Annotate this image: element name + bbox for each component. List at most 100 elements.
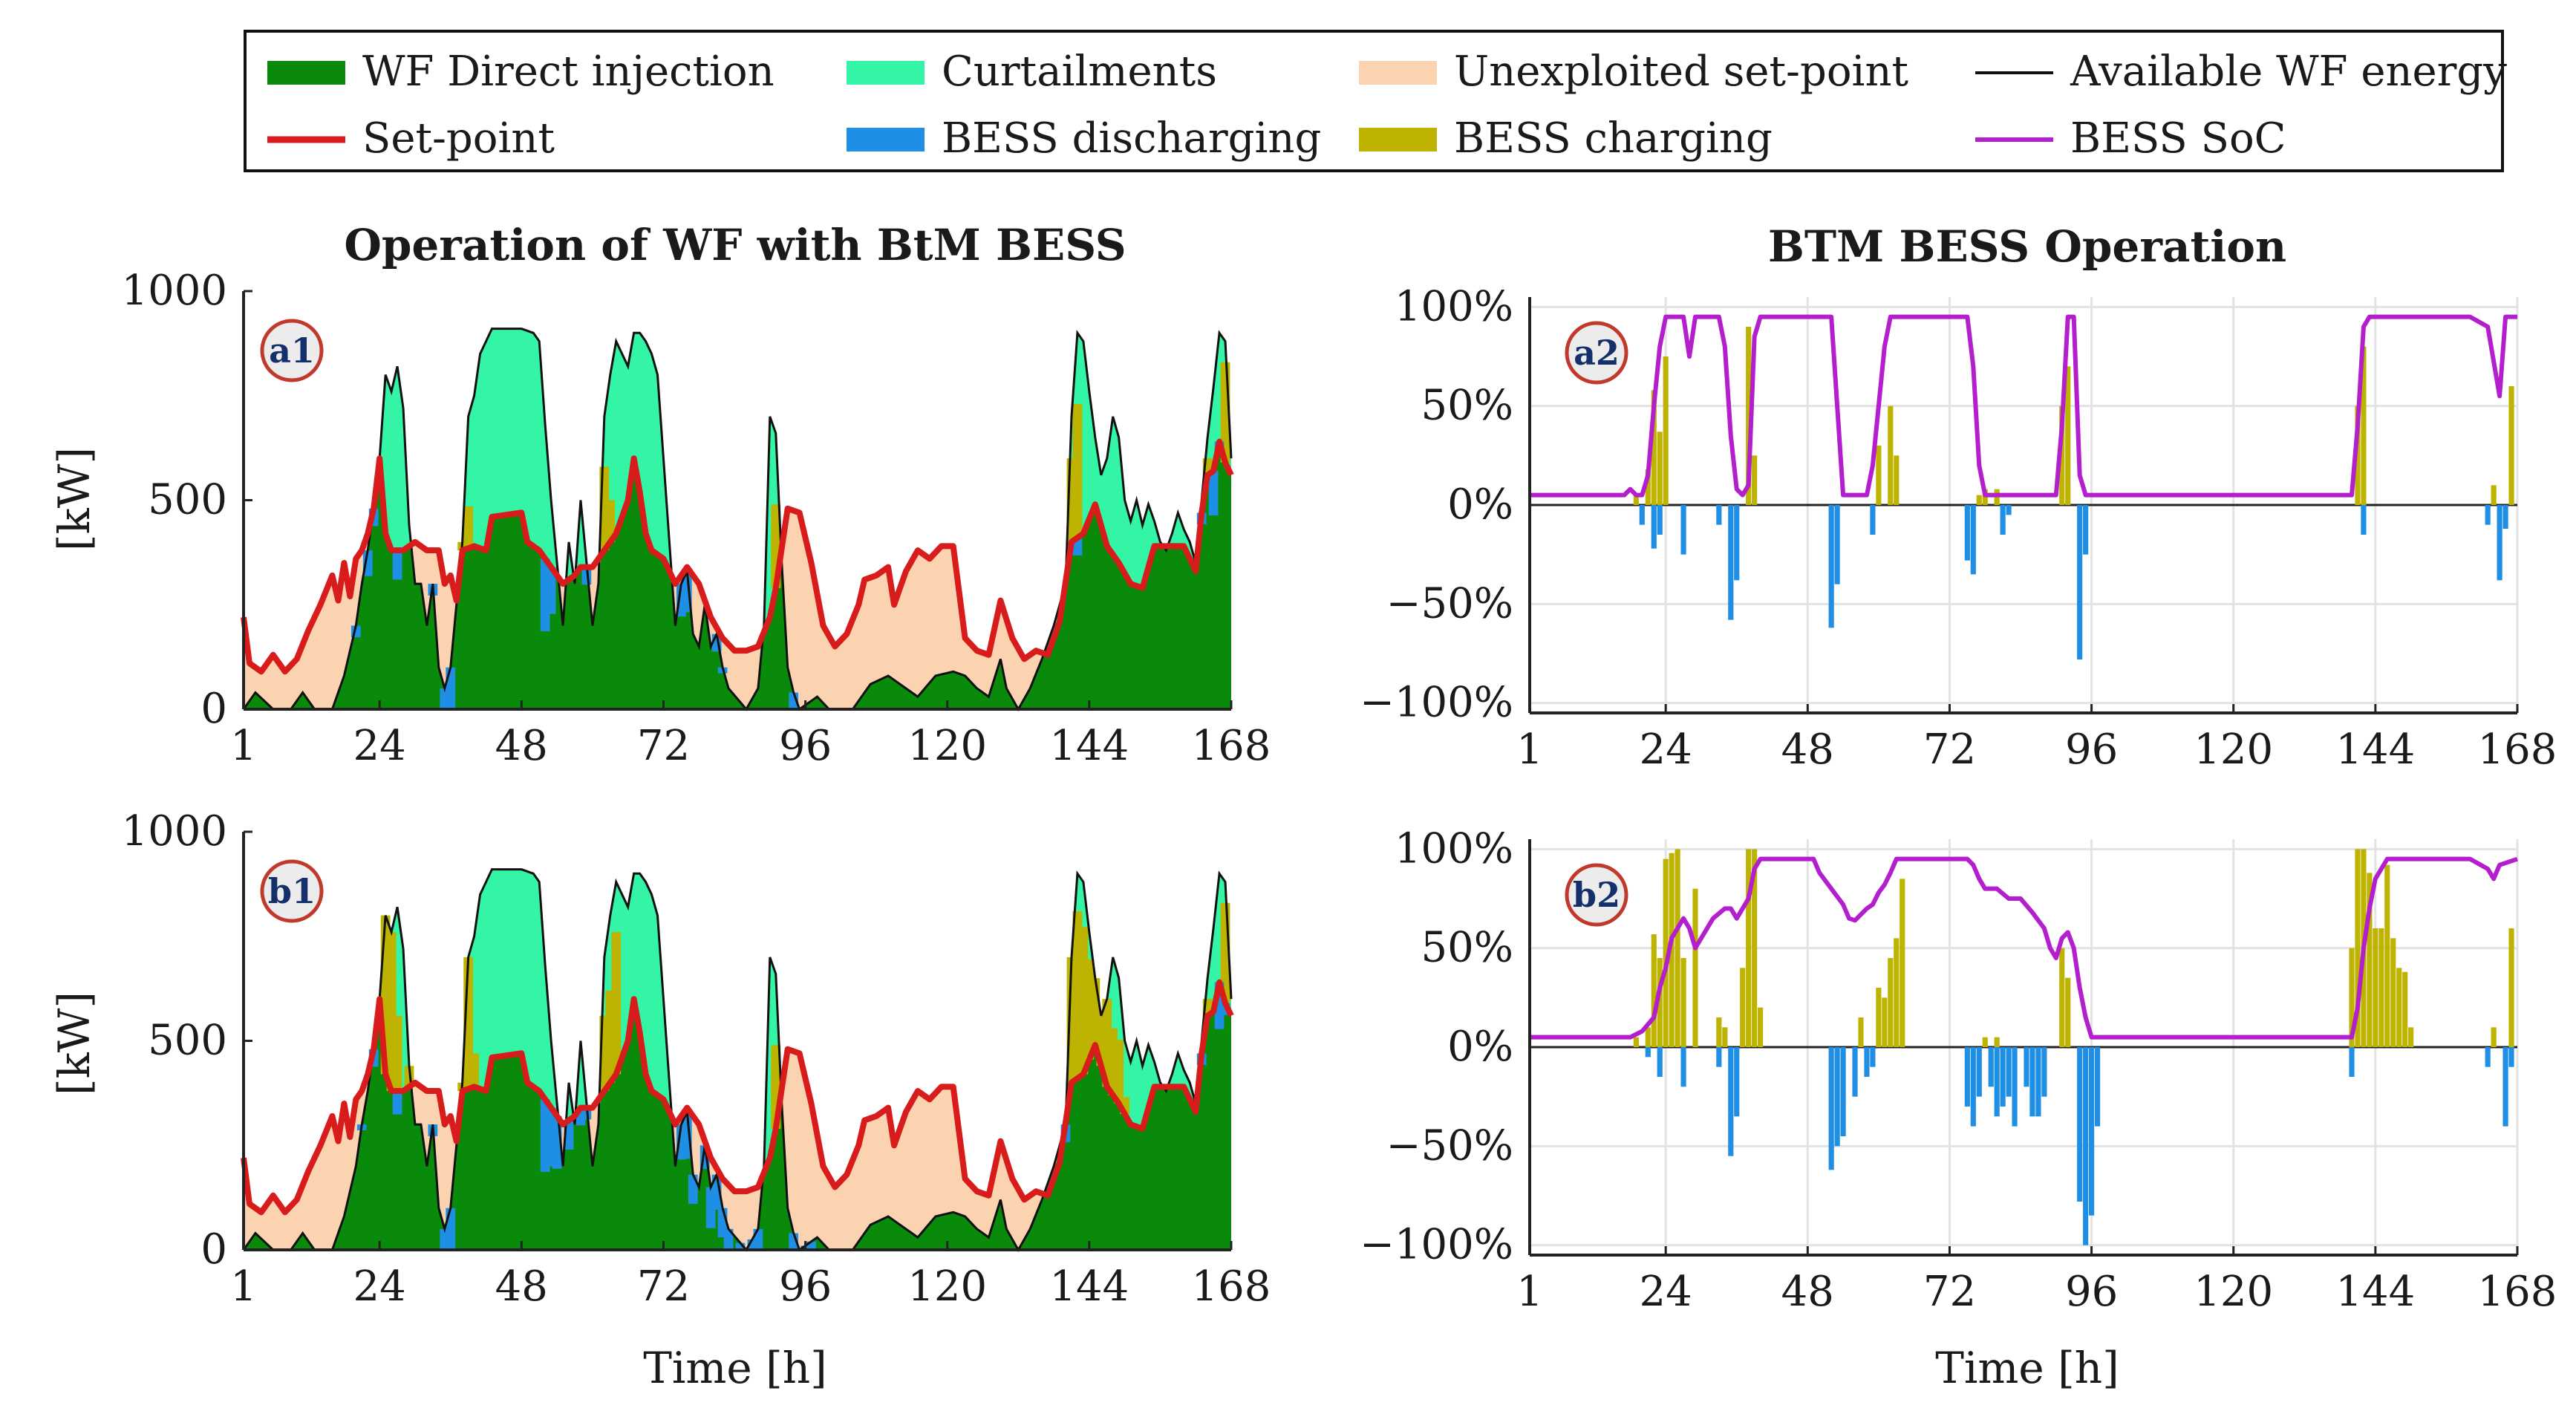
x-tick-label: 48 — [495, 1262, 548, 1311]
panel-badge — [260, 319, 324, 382]
bar-bess-discharging — [2083, 1047, 2089, 1245]
bar-bess-charging — [1758, 1007, 1764, 1047]
panel-b2: 100% 50% 0% −50% −100%1 24 48 72 96 120 144 168 b2 — [1360, 824, 2557, 1316]
bar-bess-charging — [2355, 849, 2361, 1047]
x-tick-label: 24 — [353, 1262, 406, 1311]
x-tick-label: 72 — [637, 1262, 690, 1311]
bar-bess-discharging — [2012, 1047, 2018, 1127]
y-tick-label: 1000 — [121, 807, 227, 856]
bar-bess-charging — [1669, 853, 1675, 1047]
x-tick-label: 96 — [779, 722, 832, 770]
bar-bess-charging — [2367, 873, 2373, 1047]
ylabel-b1: [kW] — [49, 991, 100, 1095]
bar-bess-charging — [2491, 1027, 2497, 1047]
legend-label-setp: Set-point — [362, 114, 555, 163]
bess-charging-patch — [392, 1015, 402, 1092]
bar-bess-discharging — [1870, 505, 1876, 535]
panel-badge-label: a1 — [269, 330, 315, 371]
bar-bess-discharging — [1834, 505, 1840, 584]
bar-bess-discharging — [2083, 505, 2089, 555]
bess-charging-patch — [605, 500, 616, 542]
bar-bess-discharging — [2508, 1047, 2514, 1067]
bess-discharging-patch — [392, 1091, 402, 1115]
y-tick-label: −100% — [1360, 679, 1513, 727]
legend-swatch-unexp — [1359, 61, 1437, 85]
bar-bess-charging — [1894, 938, 1900, 1047]
y-tick-label: 100% — [1395, 824, 1513, 873]
bar-bess-discharging — [2077, 1047, 2083, 1202]
xlabel-b2: Time [h] — [1935, 1343, 2119, 1393]
bess-discharging-patch — [806, 1241, 816, 1250]
bar-bess-charging — [2361, 346, 2367, 505]
legend-swatch-chg — [1359, 128, 1437, 152]
bar-bess-charging — [2059, 405, 2065, 505]
legend-swatch-curt — [847, 61, 925, 85]
x-tick-label: 120 — [907, 1262, 987, 1311]
bar-bess-discharging — [1970, 505, 1976, 575]
bar-bess-discharging — [1734, 505, 1740, 581]
bar-bess-charging — [1976, 495, 1982, 505]
bar-bess-discharging — [2089, 1047, 2095, 1216]
bar-bess-charging — [1680, 958, 1686, 1047]
bar-bess-charging — [1982, 1037, 1988, 1047]
y-tick-label: 50% — [1421, 382, 1513, 430]
y-tick-label: 0 — [200, 685, 227, 733]
bar-bess-discharging — [1639, 505, 1645, 525]
x-tick-label: 24 — [1640, 1268, 1692, 1316]
panel-a1: 0 500 1000 1 24 48 72 96 120 144 168 a1 — [121, 267, 1271, 770]
y-tick-label: −50% — [1386, 579, 1513, 628]
y-tick-label: 500 — [148, 1017, 227, 1065]
x-tick-label: 96 — [779, 1262, 832, 1311]
x-tick-label: 168 — [2478, 1268, 2557, 1316]
bar-bess-discharging — [1828, 505, 1834, 628]
bess-discharging-patch — [546, 567, 556, 614]
legend-label-unexp: Unexploited set-point — [1454, 48, 1909, 96]
bar-bess-discharging — [1988, 1047, 1994, 1087]
bar-bess-charging — [1876, 446, 1882, 505]
bar-bess-discharging — [1734, 1047, 1740, 1117]
panel-badge-label: a2 — [1574, 333, 1620, 373]
legend: WF Direct injection Curtailments Unexplo… — [244, 30, 2507, 172]
line-bess-soc — [1530, 314, 2517, 498]
panel-b1: 0 500 1000 1 24 48 72 96 120 144 168 b1 — [121, 807, 1271, 1311]
y-tick-label: 100% — [1395, 282, 1513, 330]
bess-discharging-patch — [446, 667, 456, 709]
x-tick-label: 24 — [1640, 726, 1692, 774]
x-tick-label: 72 — [1923, 726, 1976, 774]
bar-bess-discharging — [2497, 505, 2502, 581]
bar-bess-discharging — [1680, 1047, 1686, 1087]
bar-bess-charging — [2065, 366, 2071, 505]
panel-badge-label: b2 — [1573, 875, 1620, 915]
bar-bess-discharging — [1651, 505, 1657, 549]
bess-discharging-patch — [753, 1228, 763, 1250]
bar-bess-discharging — [1864, 1047, 1870, 1077]
bar-bess-charging — [1894, 455, 1900, 505]
bar-bess-discharging — [1728, 505, 1734, 620]
bar-bess-discharging — [2000, 1047, 2006, 1107]
bar-bess-discharging — [1645, 1047, 1651, 1058]
bar-bess-discharging — [2349, 1047, 2355, 1077]
bar-bess-discharging — [1834, 1047, 1840, 1147]
bar-bess-discharging — [2361, 505, 2367, 535]
bar-bess-charging — [2349, 948, 2355, 1047]
y-tick-label: 1000 — [121, 267, 227, 315]
legend-label-curt: Curtailments — [942, 48, 1217, 96]
bar-bess-discharging — [2024, 1047, 2029, 1087]
bar-bess-discharging — [2000, 505, 2006, 535]
bar-bess-discharging — [2485, 505, 2491, 525]
bar-bess-charging — [1740, 968, 1746, 1047]
bar-bess-discharging — [1728, 1047, 1734, 1156]
bess-charging-patch — [1114, 1040, 1124, 1104]
legend-swatch-dis — [847, 128, 925, 152]
bar-bess-discharging — [2485, 1047, 2491, 1067]
bar-bess-charging — [1692, 888, 1698, 1047]
x-tick-label: 120 — [2194, 726, 2273, 774]
bar-bess-discharging — [1976, 1047, 1982, 1097]
x-tick-label: 144 — [1049, 1262, 1129, 1311]
x-tick-label: 120 — [907, 722, 987, 770]
bar-bess-discharging — [1994, 1047, 2000, 1117]
bar-bess-charging — [1722, 1027, 1728, 1047]
line-set-point — [241, 438, 1234, 675]
bar-bess-charging — [2508, 386, 2514, 505]
